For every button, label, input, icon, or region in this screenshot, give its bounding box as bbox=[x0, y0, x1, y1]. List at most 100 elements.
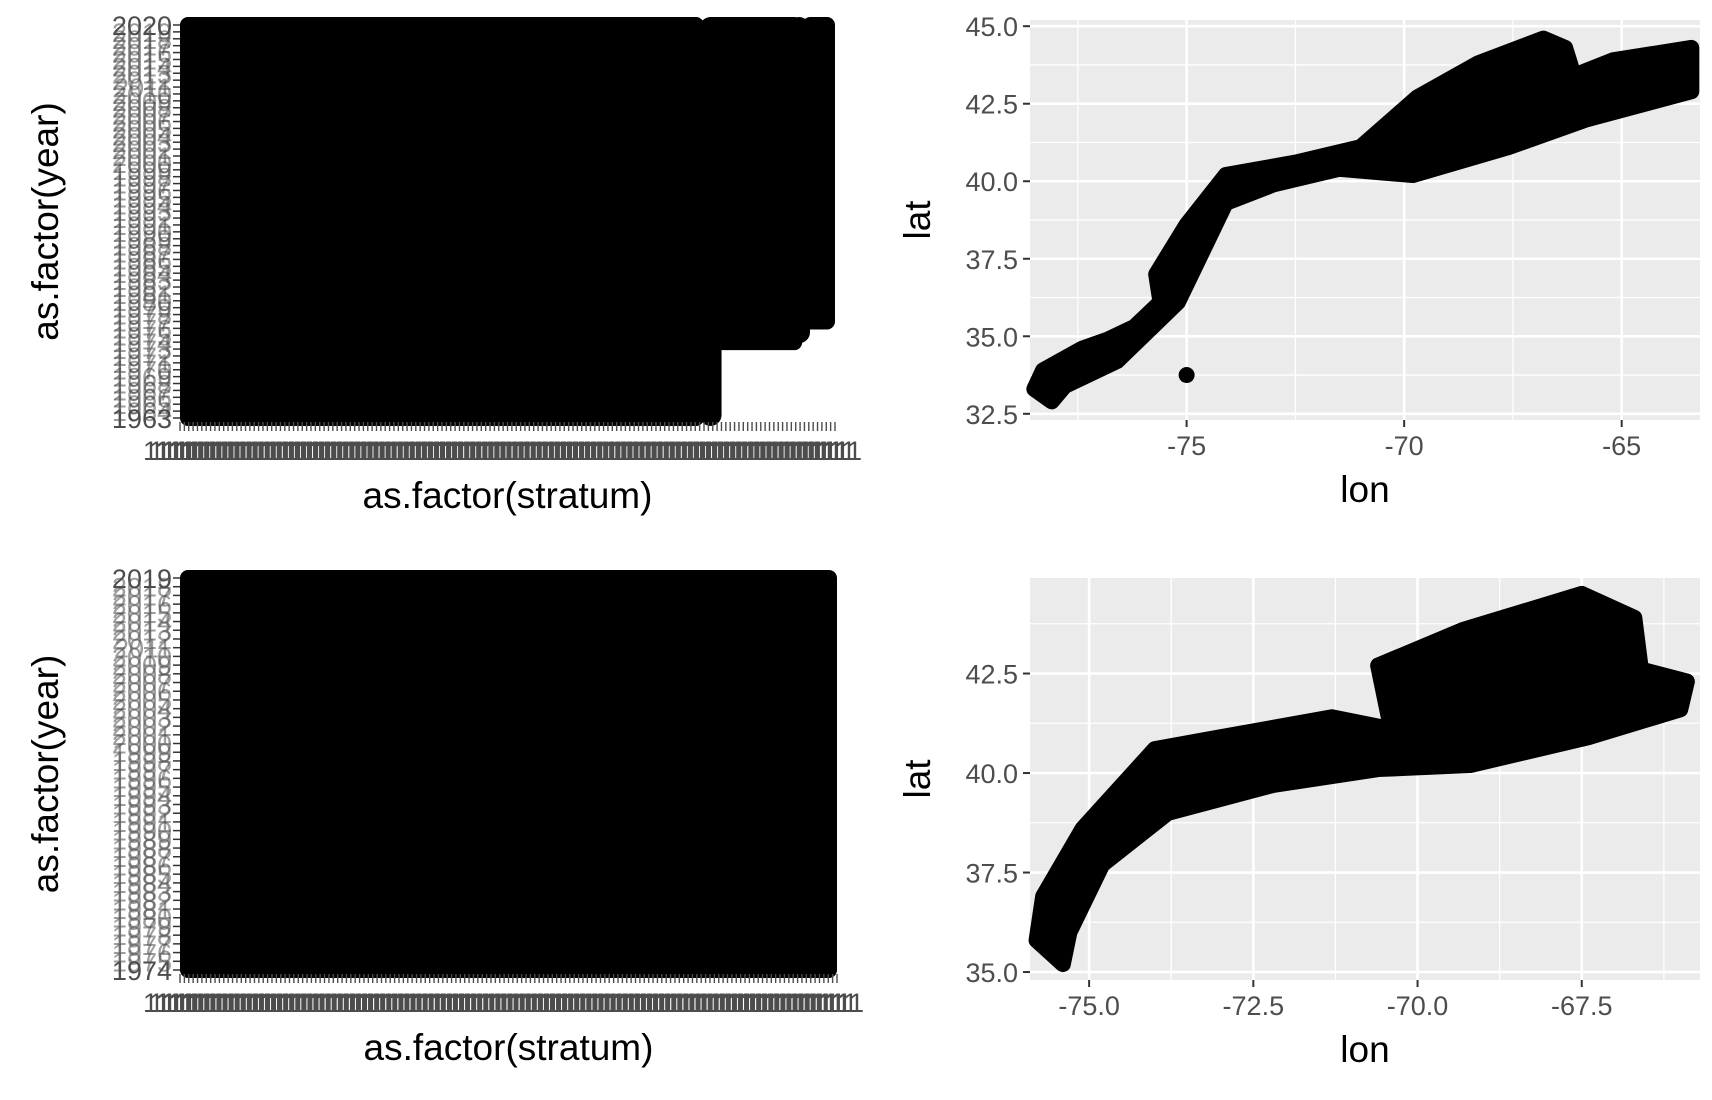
x-tick-label-overlap: 1111 bbox=[179, 988, 233, 1018]
y-tick-label-overlap: 1993 bbox=[112, 790, 172, 820]
x-tick-label-overlap: 1111 bbox=[784, 436, 838, 466]
x-tick-label-overlap: 1111 bbox=[748, 436, 802, 466]
y-tick-label-overlap: 2001 bbox=[112, 142, 172, 172]
x-tick-label-overlap: 1111 bbox=[167, 988, 221, 1018]
x-tick-label-overlap: 1111 bbox=[567, 988, 621, 1018]
x-tick-label-overlap: 1111 bbox=[669, 436, 723, 466]
overplotted-point-column bbox=[787, 17, 810, 344]
y-tick-label-overlap: 2002 bbox=[112, 135, 172, 165]
y-tick-label: 35.0 bbox=[965, 958, 1018, 988]
x-tick-label-overlap: 1111 bbox=[798, 988, 852, 1018]
x-tick-label-overlap: 1111 bbox=[560, 436, 614, 466]
x-tick-label-overlap: 1111 bbox=[446, 988, 500, 1018]
x-axis-title: as.factor(stratum) bbox=[363, 475, 653, 516]
x-tick-label-overlap: 1111 bbox=[440, 988, 494, 1018]
y-tick-label-overlap: 2006 bbox=[112, 677, 172, 707]
x-tick-label-overlap: 1111 bbox=[766, 436, 820, 466]
y-tick-label-overlap: 2006 bbox=[112, 108, 172, 138]
x-tick-label-overlap: 1111 bbox=[410, 988, 464, 1018]
y-tick-label: 42.5 bbox=[965, 90, 1018, 120]
x-tick-label-overlap: 1111 bbox=[295, 988, 349, 1018]
y-tick-label-overlap: 1982 bbox=[112, 886, 172, 916]
y-tick-label-last: 2019 bbox=[112, 564, 172, 594]
x-tick-label-overlap: 1111 bbox=[705, 436, 759, 466]
x-tick-label-overlap: 1111 bbox=[173, 988, 227, 1018]
y-tick-label-overlap: 1972 bbox=[112, 342, 172, 372]
x-tick-label: -67.5 bbox=[1551, 991, 1613, 1021]
x-tick-label-overlap: 1111 bbox=[185, 988, 239, 1018]
x-tick-label-overlap: 1111 bbox=[755, 988, 809, 1018]
y-axis-title: lat bbox=[897, 200, 938, 240]
x-tick-label-overlap: 1111 bbox=[572, 436, 626, 466]
x-tick-label-overlap: 1111 bbox=[361, 436, 415, 466]
x-tick-label-overlap: 1111 bbox=[646, 988, 700, 1018]
x-tick-label-overlap: 1111 bbox=[367, 988, 421, 1018]
x-tick-label-overlap: 1111 bbox=[409, 436, 463, 466]
y-tick-label-overlap: 1992 bbox=[112, 799, 172, 829]
x-tick-label-overlap: 1111 bbox=[258, 988, 312, 1018]
x-tick-label-overlap: 1111 bbox=[416, 988, 470, 1018]
x-tick-label-overlap: 1111 bbox=[804, 988, 858, 1018]
x-tick-label-overlap: 1111 bbox=[488, 436, 542, 466]
x-tick-label-overlap: 1111 bbox=[645, 436, 699, 466]
y-tick-label-overlap: 1981 bbox=[112, 895, 172, 925]
y-tick-label: 37.5 bbox=[965, 245, 1018, 275]
x-tick-label-overlap: 1111 bbox=[596, 436, 650, 466]
x-tick-label-overlap: 1111 bbox=[573, 988, 627, 1018]
x-tick-label-overlap: 1111 bbox=[428, 988, 482, 1018]
y-tick-label: 35.0 bbox=[965, 322, 1018, 352]
x-tick-label-overlap: 1111 bbox=[349, 988, 403, 1018]
x-tick-label-overlap: 1111 bbox=[719, 988, 773, 1018]
x-tick-label-overlap: 1111 bbox=[258, 436, 312, 466]
y-tick-label-overlap: 1993 bbox=[112, 197, 172, 227]
x-tick-label-overlap: 1111 bbox=[749, 988, 803, 1018]
x-tick-label-overlap: 1111 bbox=[519, 988, 573, 1018]
x-tick-label-overlap: 1111 bbox=[735, 436, 789, 466]
y-tick-label: 45.0 bbox=[965, 12, 1018, 42]
x-tick-label-overlap: 1111 bbox=[240, 988, 294, 1018]
y-tick-label-overlap: 1964 bbox=[112, 397, 172, 427]
y-tick-label-overlap: 1988 bbox=[112, 232, 172, 262]
y-tick-label-overlap: 2007 bbox=[112, 669, 172, 699]
y-tick-label-overlap: 1998 bbox=[112, 163, 172, 193]
x-tick-label-overlap: 1111 bbox=[512, 436, 566, 466]
x-tick-label-overlap: 1111 bbox=[713, 988, 767, 1018]
x-tick-label-overlap: 1111 bbox=[294, 436, 348, 466]
y-tick-label-last: 2020 bbox=[112, 11, 172, 41]
x-tick-label-overlap: 1111 bbox=[792, 988, 846, 1018]
y-tick-label-overlap: 2014 bbox=[112, 608, 172, 638]
x-tick-label-overlap: 1111 bbox=[252, 436, 306, 466]
y-tick-label-overlap: 2000 bbox=[112, 149, 172, 179]
y-axis-title: lat bbox=[897, 759, 938, 799]
x-tick-label-overlap: 1111 bbox=[695, 988, 749, 1018]
x-tick-label-overlap: 1111 bbox=[634, 988, 688, 1018]
y-tick-label-overlap: 1995 bbox=[112, 183, 172, 213]
y-tick-label-overlap: 2014 bbox=[112, 52, 172, 82]
x-tick-label-overlap: 1111 bbox=[602, 436, 656, 466]
y-tick-label-overlap: 2008 bbox=[112, 94, 172, 124]
y-tick-label-overlap: 2003 bbox=[112, 703, 172, 733]
y-tick-label: 32.5 bbox=[965, 400, 1018, 430]
panel-year-by-stratum-top: 1963 2020 19641965196619671968196919701971… bbox=[25, 11, 862, 516]
x-tick-label-overlap: 1111 bbox=[197, 436, 251, 466]
y-tick-label-overlap: 2009 bbox=[112, 87, 172, 117]
x-tick-label-overlap: 1111 bbox=[185, 436, 239, 466]
x-tick-label-overlap: 1111 bbox=[584, 436, 638, 466]
x-tick-label-overlap: 1111 bbox=[204, 988, 258, 1018]
x-tick-label-overlap: 1111 bbox=[234, 988, 288, 1018]
y-tick-label-overlap: 1984 bbox=[112, 869, 172, 899]
y-tick-label-overlap: 2007 bbox=[112, 101, 172, 131]
x-tick-label-overlap: 1111 bbox=[525, 988, 579, 1018]
x-tick-label-overlap: 1111 bbox=[754, 436, 808, 466]
overplotted-point-column bbox=[699, 17, 722, 426]
y-tick-label-first: 1974 bbox=[112, 956, 172, 986]
x-tick-label-overlap: 1111 bbox=[155, 988, 209, 1018]
x-tick-label-overlap: 1111 bbox=[361, 988, 415, 1018]
x-tick-label-overlap: 1111 bbox=[282, 436, 336, 466]
x-tick-label-overlap: 1111 bbox=[203, 436, 257, 466]
y-tick-label-overlap: 2019 bbox=[112, 18, 172, 48]
x-tick-label-overlap: 1111 bbox=[270, 988, 324, 1018]
x-tick-label-overlap: 1111 bbox=[343, 988, 397, 1018]
x-tick-label-overlap: 1111 bbox=[760, 436, 814, 466]
x-tick-label-overlap: 1111 bbox=[324, 436, 378, 466]
